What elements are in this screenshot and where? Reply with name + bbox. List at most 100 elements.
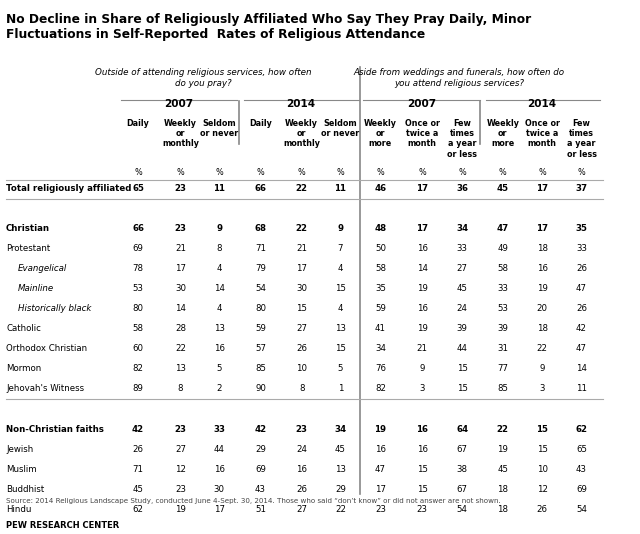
Text: 77: 77 [497, 364, 508, 373]
Text: 33: 33 [213, 425, 225, 434]
Text: 8: 8 [299, 384, 305, 394]
Text: Evangelical: Evangelical [18, 264, 67, 273]
Text: 12: 12 [537, 485, 548, 493]
Text: 13: 13 [335, 324, 346, 333]
Text: %: % [177, 168, 184, 177]
Text: 21: 21 [175, 245, 186, 253]
Text: 18: 18 [497, 485, 508, 493]
Text: Aside from weddings and funerals, how often do
you attend religious services?: Aside from weddings and funerals, how of… [354, 68, 564, 88]
Text: 23: 23 [417, 505, 428, 514]
Text: 17: 17 [214, 505, 225, 514]
Text: 4: 4 [216, 264, 222, 273]
Text: 79: 79 [255, 264, 266, 273]
Text: 19: 19 [374, 425, 387, 434]
Text: 8: 8 [216, 245, 222, 253]
Text: 18: 18 [537, 245, 548, 253]
Text: %: % [134, 168, 142, 177]
Text: %: % [499, 168, 507, 177]
Text: Jehovah's Witness: Jehovah's Witness [6, 384, 84, 394]
Text: 15: 15 [335, 284, 346, 293]
Text: 19: 19 [417, 284, 428, 293]
Text: 66: 66 [255, 184, 266, 193]
Text: 76: 76 [375, 364, 386, 373]
Text: 10: 10 [537, 465, 548, 474]
Text: Few
times
a year
or less: Few times a year or less [447, 119, 477, 159]
Text: 62: 62 [575, 425, 588, 434]
Text: 38: 38 [457, 465, 468, 474]
Text: 80: 80 [255, 304, 266, 313]
Text: 26: 26 [296, 344, 307, 354]
Text: 22: 22 [296, 224, 308, 233]
Text: 29: 29 [255, 444, 266, 453]
Text: 57: 57 [255, 344, 266, 354]
Text: 17: 17 [375, 485, 386, 493]
Text: Mormon: Mormon [6, 364, 42, 373]
Text: 1: 1 [338, 384, 343, 394]
Text: 13: 13 [335, 465, 346, 474]
Text: 2007: 2007 [164, 99, 193, 109]
Text: 16: 16 [416, 425, 428, 434]
Text: 16: 16 [417, 304, 428, 313]
Text: 22: 22 [335, 505, 346, 514]
Text: 19: 19 [175, 505, 186, 514]
Text: 20: 20 [537, 304, 548, 313]
Text: 16: 16 [417, 245, 428, 253]
Text: 37: 37 [575, 184, 588, 193]
Text: 15: 15 [457, 384, 468, 394]
Text: 45: 45 [335, 444, 346, 453]
Text: 5: 5 [338, 364, 343, 373]
Text: 43: 43 [255, 485, 266, 493]
Text: 60: 60 [132, 344, 143, 354]
Text: 29: 29 [335, 485, 346, 493]
Text: Daily: Daily [249, 119, 272, 128]
Text: 17: 17 [175, 264, 186, 273]
Text: 13: 13 [214, 324, 225, 333]
Text: 49: 49 [497, 245, 508, 253]
Text: 26: 26 [132, 444, 143, 453]
Text: 21: 21 [296, 245, 307, 253]
Text: %: % [538, 168, 546, 177]
Text: 16: 16 [375, 444, 386, 453]
Text: 11: 11 [335, 184, 346, 193]
Text: 51: 51 [255, 505, 266, 514]
Text: 35: 35 [575, 224, 588, 233]
Text: 34: 34 [456, 224, 468, 233]
Text: Orthodox Christian: Orthodox Christian [6, 344, 87, 354]
Text: 33: 33 [497, 284, 508, 293]
Text: 3: 3 [419, 384, 425, 394]
Text: 17: 17 [536, 224, 548, 233]
Text: 54: 54 [576, 505, 587, 514]
Text: 22: 22 [537, 344, 548, 354]
Text: 65: 65 [132, 184, 144, 193]
Text: 59: 59 [375, 304, 386, 313]
Text: 30: 30 [214, 485, 225, 493]
Text: 82: 82 [132, 364, 143, 373]
Text: 48: 48 [374, 224, 387, 233]
Text: 59: 59 [255, 324, 266, 333]
Text: 15: 15 [457, 364, 468, 373]
Text: 58: 58 [132, 324, 143, 333]
Text: 78: 78 [132, 264, 143, 273]
Text: Outside of attending religious services, how often
do you pray?: Outside of attending religious services,… [95, 68, 311, 88]
Text: Few
times
a year
or less: Few times a year or less [566, 119, 596, 159]
Text: Protestant: Protestant [6, 245, 51, 253]
Text: 17: 17 [536, 184, 548, 193]
Text: Seldom
or never: Seldom or never [200, 119, 239, 138]
Text: 62: 62 [132, 505, 143, 514]
Text: 34: 34 [375, 344, 386, 354]
Text: Historically black: Historically black [18, 304, 92, 313]
Text: 16: 16 [214, 344, 225, 354]
Text: 15: 15 [417, 485, 428, 493]
Text: Weekly
or
monthly: Weekly or monthly [283, 119, 320, 148]
Text: 71: 71 [255, 245, 266, 253]
Text: 22: 22 [296, 184, 308, 193]
Text: 18: 18 [537, 324, 548, 333]
Text: 30: 30 [296, 284, 307, 293]
Text: 71: 71 [132, 465, 143, 474]
Text: Weekly
or
more: Weekly or more [486, 119, 519, 148]
Text: 17: 17 [296, 264, 307, 273]
Text: 5: 5 [216, 364, 222, 373]
Text: %: % [216, 168, 223, 177]
Text: Once or
twice a
month: Once or twice a month [404, 119, 440, 148]
Text: Once or
twice a
month: Once or twice a month [525, 119, 560, 148]
